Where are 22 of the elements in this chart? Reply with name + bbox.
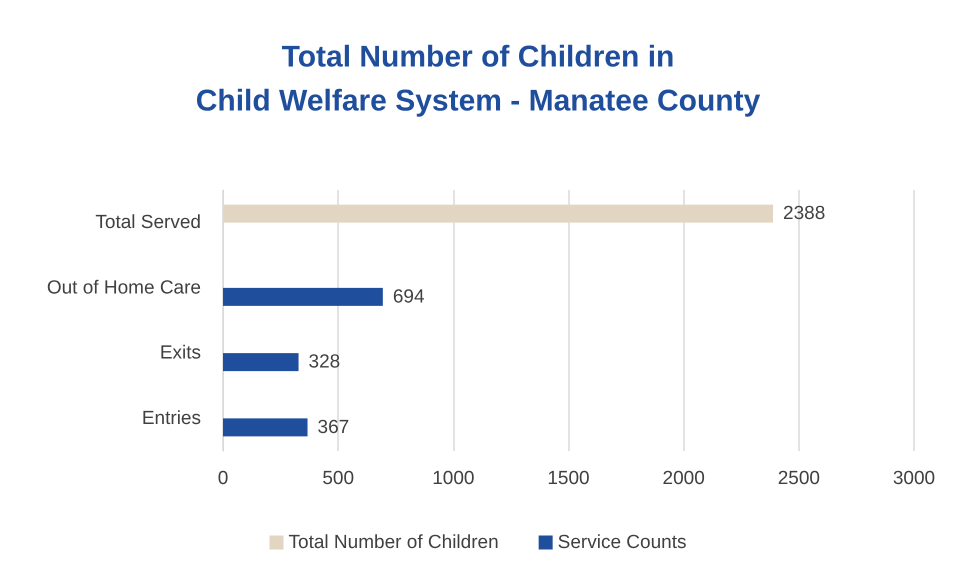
y-tick-label: Out of Home Care [46, 277, 201, 298]
bar [223, 204, 774, 223]
x-tick-label: 0 [218, 468, 228, 489]
x-tick-label: 500 [322, 468, 354, 489]
x-tick-label: 1000 [432, 468, 474, 489]
data-label: 328 [308, 352, 340, 373]
data-label: 367 [318, 416, 350, 438]
chart-title: Total Number of Children in Child Welfare System - Manatee County [196, 40, 761, 118]
legend-label: Service Counts [558, 532, 686, 553]
y-tick-label: Exits [160, 342, 201, 364]
data-label: 694 [392, 286, 425, 308]
x-tick-label: 2500 [778, 468, 820, 489]
y-tick-label: Total Served [95, 212, 201, 234]
y-tick-label: Entries [142, 408, 201, 429]
x-tick-label: 2000 [662, 468, 705, 489]
x-tick-label: 3000 [892, 468, 936, 489]
legend-label: Total Number of Children [288, 532, 499, 553]
data-label: 2388 [783, 203, 826, 224]
bar [223, 353, 299, 372]
bar [223, 288, 383, 306]
x-tick-label: 1500 [547, 468, 590, 489]
bar [223, 418, 308, 436]
